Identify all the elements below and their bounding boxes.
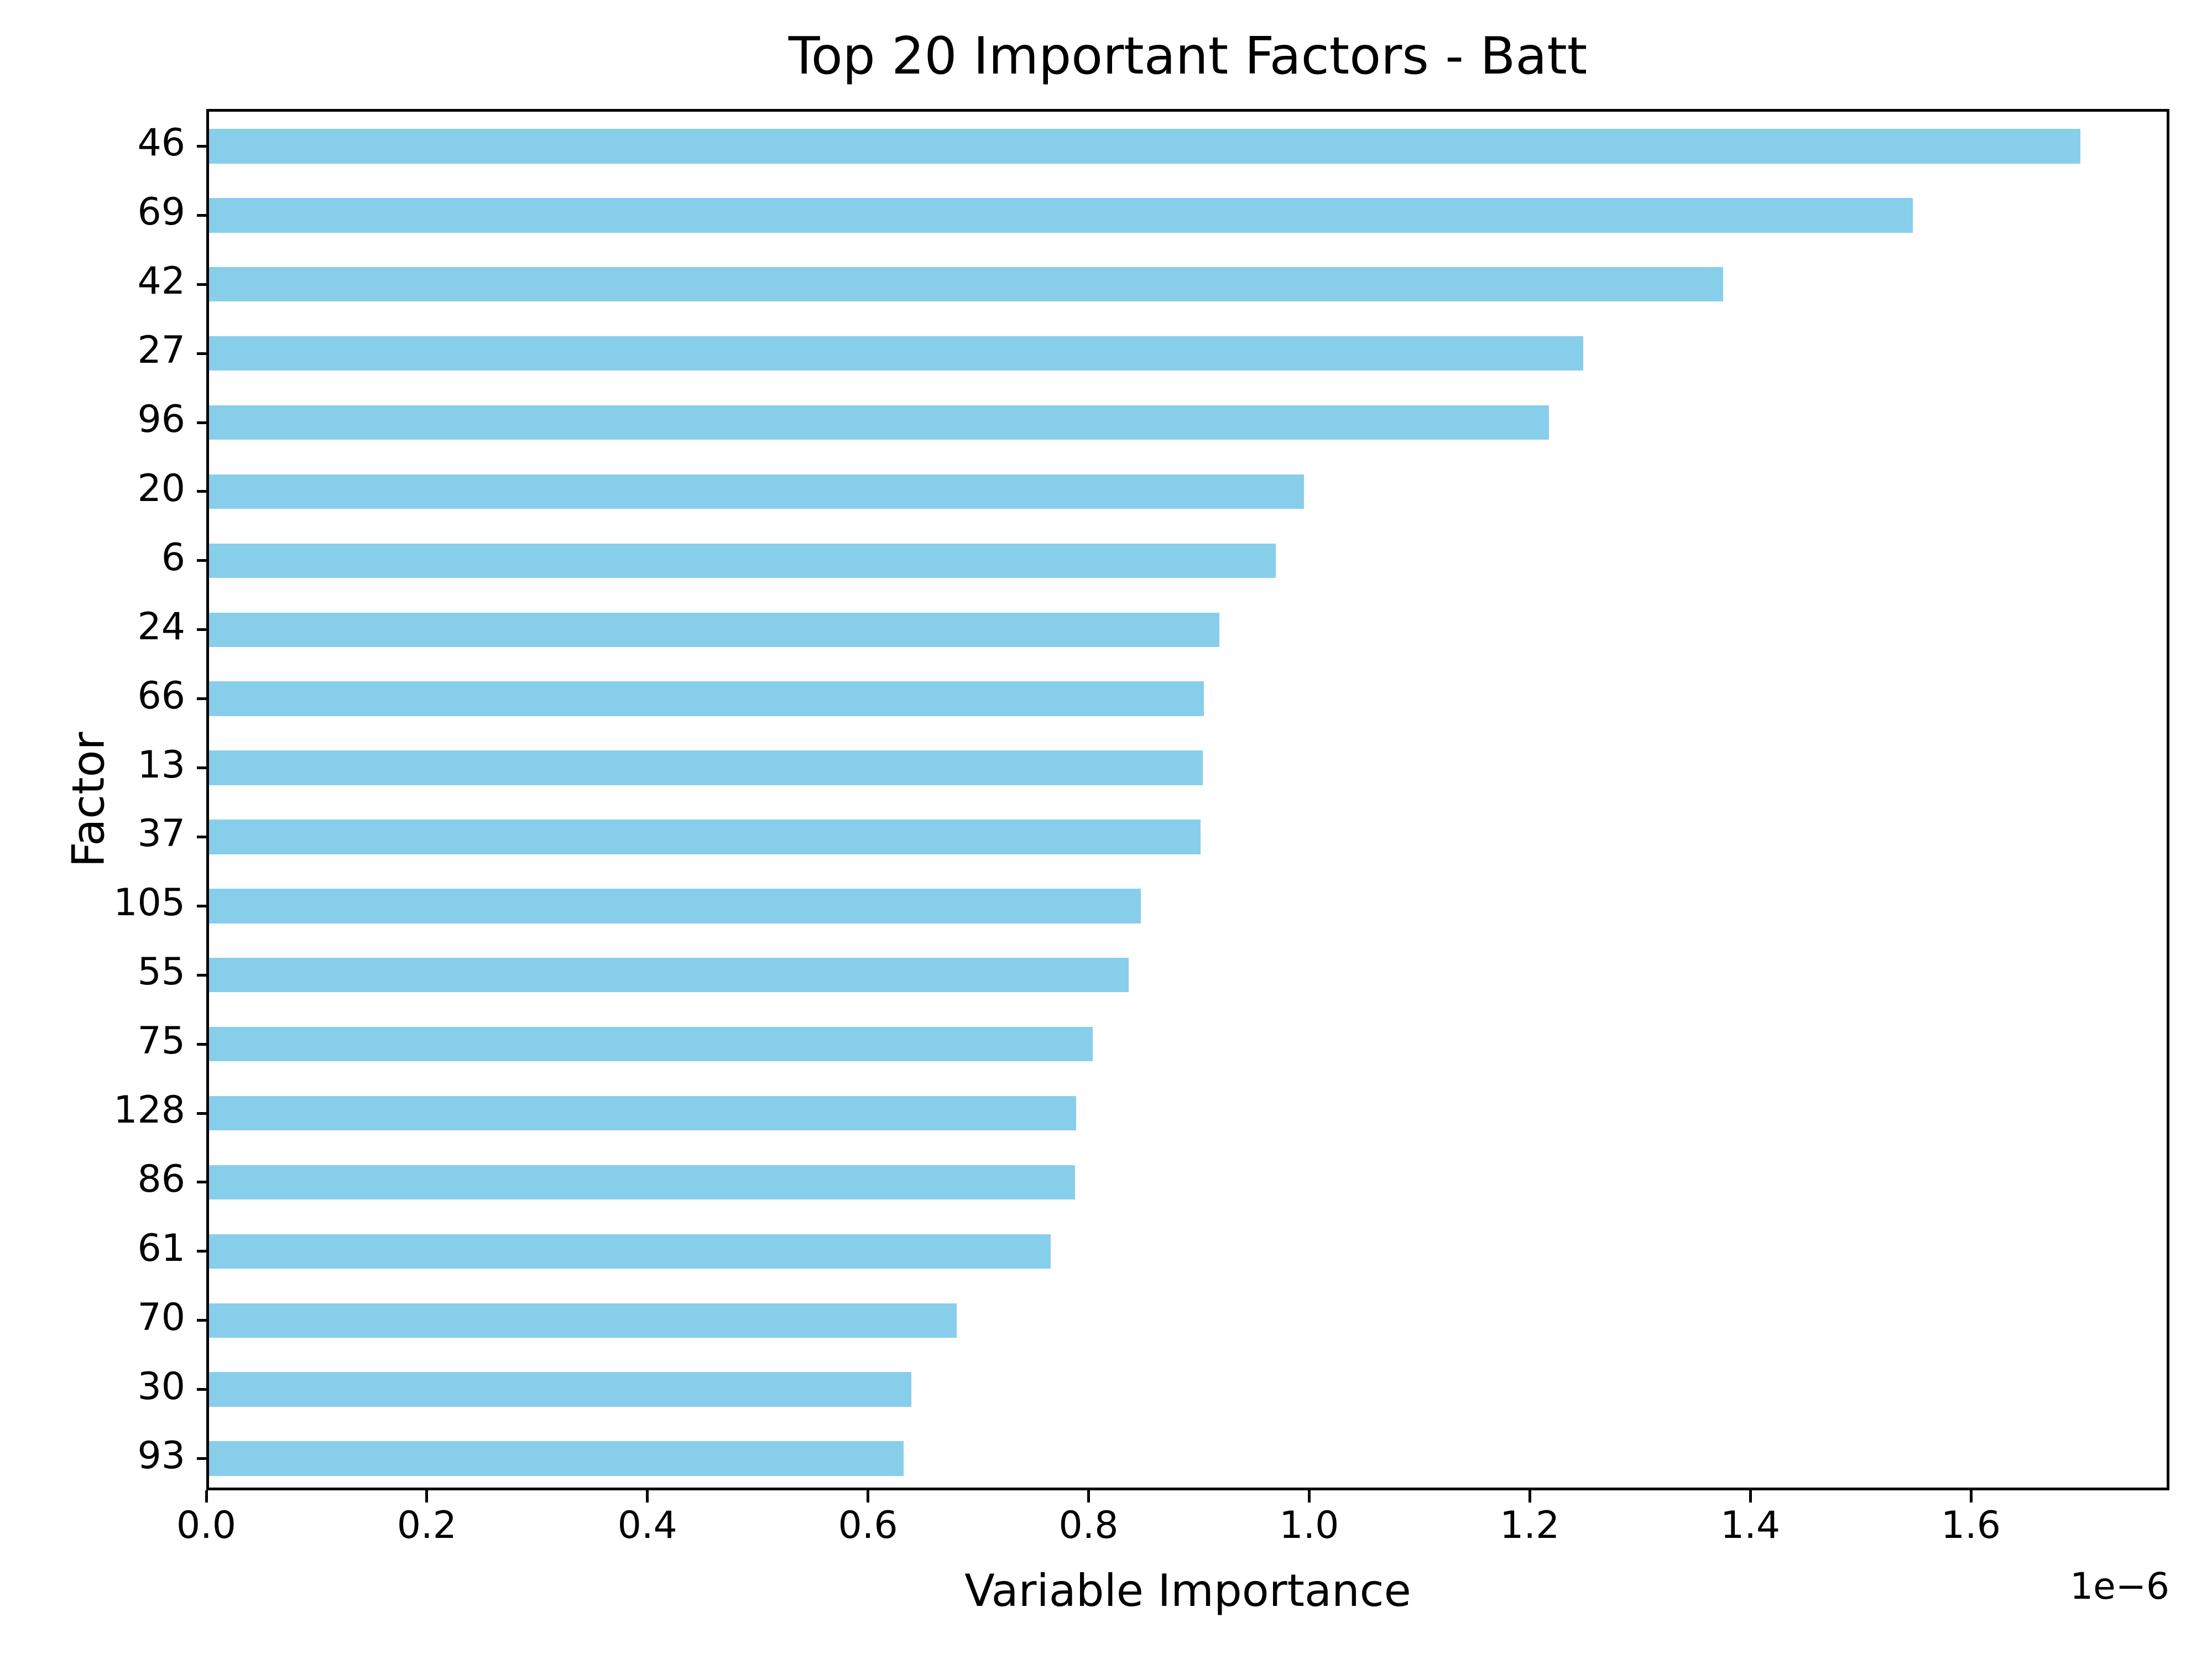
plot-area [197,109,2169,1490]
bar-factor-37 [209,820,1201,854]
x-tick-label: 0.2 [397,1504,457,1547]
y-tick-label: 96 [137,398,185,442]
x-tick-mark [1749,1490,1752,1503]
bar-factor-105 [209,889,1141,924]
y-tick-mark [197,1457,209,1460]
y-tick-mark [197,766,209,770]
x-tick-label: 0.4 [617,1504,677,1547]
y-tick-label: 86 [137,1157,185,1201]
y-tick-mark [197,490,209,493]
x-tick-label: 0.8 [1058,1504,1119,1547]
y-tick-mark [197,144,209,148]
y-tick-mark [197,213,209,217]
y-tick-label: 70 [137,1295,185,1339]
y-tick-label: 93 [137,1433,185,1478]
y-tick-label: 75 [137,1019,185,1063]
bar-factor-6 [209,543,1276,578]
y-tick-label: 27 [137,328,185,373]
y-tick-label: 6 [161,535,185,580]
x-tick-mark [1969,1490,1973,1503]
bar-factor-128 [209,1095,1076,1131]
bar-factor-27 [209,336,1583,371]
y-tick-mark [197,559,209,562]
bar-factor-96 [209,405,1550,440]
x-axis-ticks: 0.0 0.2 0.4 0.6 0.8 1.0 1.2 1.4 1.6 [176,1490,2169,1562]
y-tick-mark [197,628,209,632]
y-tick-label: 55 [137,950,185,994]
y-tick-label: 13 [137,743,185,787]
y-tick-mark [197,1319,209,1322]
y-tick-mark [197,283,209,286]
x-tick-label: 1.2 [1500,1504,1560,1547]
x-tick-mark [867,1490,870,1503]
y-tick-mark [197,697,209,701]
y-tick-mark [197,352,209,355]
y-tick-label: 46 [137,121,185,165]
bar-factor-13 [209,750,1203,785]
x-tick-label: 1.4 [1720,1504,1781,1547]
y-tick-label: 61 [137,1226,185,1270]
y-tick-mark [197,835,209,838]
y-tick-label: 69 [137,190,185,234]
bar-factor-75 [209,1026,1093,1062]
y-tick-mark [197,904,209,907]
bar-factor-61 [209,1234,1051,1269]
x-tick-label: 1.6 [1940,1504,2001,1547]
y-tick-mark [197,1181,209,1184]
bar-factor-69 [209,198,1913,233]
y-tick-label: 20 [137,466,185,510]
y-tick-mark [197,1042,209,1046]
y-tick-mark [197,1112,209,1115]
x-tick-mark [646,1490,649,1503]
y-tick-label: 37 [137,812,185,856]
y-tick-mark [197,973,209,977]
y-tick-label: 105 [113,881,185,925]
x-tick-label: 0.0 [176,1504,237,1547]
x-tick-mark [425,1490,429,1503]
y-tick-label: 24 [137,604,185,649]
bar-factor-46 [209,129,2081,164]
axis-offset-text: 1e−6 [2070,1565,2169,1608]
y-tick-label: 128 [113,1088,185,1133]
y-tick-label: 30 [137,1364,185,1408]
y-tick-mark [197,1250,209,1253]
bar-factor-55 [209,958,1129,993]
bar-factor-42 [209,267,1724,302]
chart-title: Top 20 Important Factors - Batt [788,26,1588,86]
bar-factor-93 [209,1441,904,1476]
x-tick-mark [205,1490,208,1503]
x-tick-mark [1528,1490,1531,1503]
x-axis-label: Variable Importance [964,1565,1411,1616]
y-tick-label: 42 [137,259,185,304]
bar-factor-70 [209,1303,957,1338]
bar-factor-86 [209,1165,1075,1200]
x-tick-mark [1087,1490,1090,1503]
x-tick-label: 1.0 [1279,1504,1339,1547]
x-tick-label: 0.6 [838,1504,898,1547]
bar-factor-66 [209,681,1204,716]
bar-factor-20 [209,474,1305,509]
bar-factor-30 [209,1372,912,1407]
y-tick-mark [197,1388,209,1391]
y-tick-mark [197,421,209,424]
x-tick-mark [1307,1490,1311,1503]
y-tick-label: 66 [137,674,185,718]
bar-factor-24 [209,612,1219,647]
